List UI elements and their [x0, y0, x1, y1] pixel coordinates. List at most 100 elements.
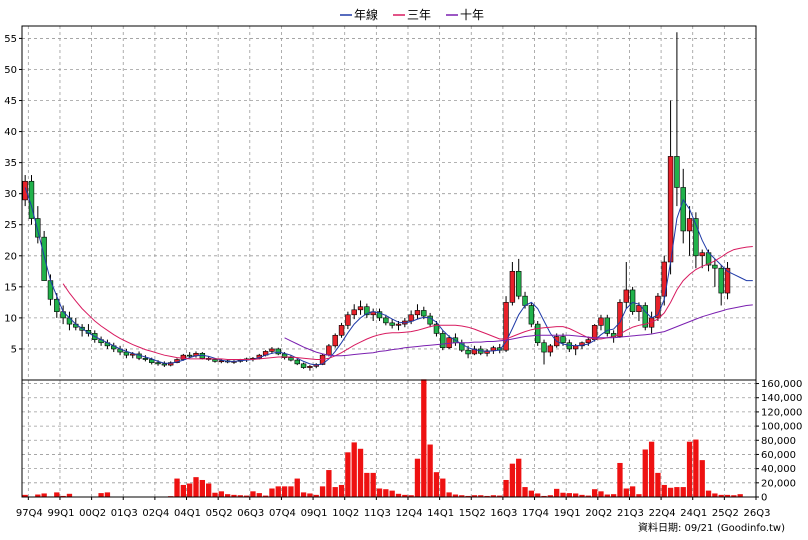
price-tick-label: 45	[4, 96, 17, 107]
chart-legend: 年線 三年 十年	[340, 7, 484, 22]
volume-bar	[41, 493, 47, 497]
candle-body	[149, 359, 155, 363]
volume-bar	[98, 493, 104, 497]
price-axis-ticks: 5 10 15 20 25 30 35 40 45 50 55	[4, 34, 22, 355]
price-tick-label: 25	[4, 220, 17, 231]
candle-body	[383, 317, 389, 324]
volume-bar	[465, 495, 471, 497]
volume-bar	[737, 494, 743, 497]
volume-bar	[693, 439, 699, 497]
volume-bar	[357, 448, 364, 497]
candle-body	[693, 218, 699, 257]
candle-body	[364, 306, 370, 316]
volume-bar	[218, 491, 224, 497]
price-tick-label: 20	[4, 251, 17, 262]
candle-body	[376, 311, 383, 319]
candle-body	[686, 218, 693, 232]
time-tick-label: 12Q4	[395, 508, 422, 519]
time-tick-label: 20Q2	[585, 508, 612, 519]
candle-body	[22, 180, 28, 201]
candle-body	[541, 342, 547, 353]
time-tick-label: 00Q2	[79, 508, 106, 519]
volume-bar	[446, 492, 452, 497]
candle-body	[395, 323, 402, 326]
volume-bar	[262, 495, 269, 497]
time-tick-label: 22Q4	[649, 508, 676, 519]
volume-tick-label: 0	[761, 493, 767, 504]
volume-bar	[224, 494, 231, 497]
time-tick-label: 07Q4	[269, 508, 296, 519]
volume-bar	[275, 486, 281, 497]
volume-bar	[307, 493, 313, 497]
candle-body	[667, 156, 674, 263]
volume-tick-label: 60,000	[761, 450, 796, 461]
candle-body	[674, 156, 680, 188]
volume-bar	[35, 494, 41, 497]
volume-bar	[433, 472, 440, 497]
volume-bar	[642, 449, 648, 497]
volume-bar	[269, 488, 275, 497]
volume-bar	[237, 495, 243, 497]
volume-bar	[319, 486, 326, 497]
candle-body	[275, 348, 281, 355]
volume-bar	[579, 494, 585, 497]
time-tick-label: 15Q2	[459, 508, 486, 519]
candle-body	[389, 322, 395, 326]
volume-bar	[573, 493, 579, 497]
volume-bar	[522, 487, 528, 497]
time-tick-label: 01Q3	[111, 508, 138, 519]
volume-bar	[22, 494, 28, 497]
candle-body	[712, 264, 718, 269]
volume-bar	[509, 463, 516, 497]
time-tick-label: 16Q3	[490, 508, 517, 519]
time-tick-label: 99Q1	[47, 508, 74, 519]
volume-bar	[648, 441, 655, 497]
price-tick-label: 15	[4, 282, 17, 293]
candle-body	[433, 323, 440, 334]
volume-bar	[383, 489, 389, 497]
candle-body	[41, 236, 47, 281]
candle-body	[54, 298, 60, 312]
volume-bar	[212, 492, 218, 497]
volume-bar	[629, 486, 636, 497]
volume-bar	[497, 495, 503, 497]
volume-bar	[604, 494, 610, 497]
time-tick-label: 24Q1	[680, 508, 707, 519]
candle-body	[516, 271, 522, 297]
volume-bar	[636, 494, 642, 497]
volume-bar	[231, 494, 237, 497]
volume-bar	[459, 495, 465, 497]
volume-bar	[421, 379, 427, 497]
candle-body	[300, 363, 307, 368]
candle-body	[629, 289, 636, 312]
legend-label-2: 十年	[460, 8, 484, 22]
candle-body	[680, 187, 686, 232]
candle-body	[60, 311, 66, 319]
volume-bar	[206, 483, 212, 497]
candle-body	[560, 336, 566, 344]
candle-body	[655, 295, 661, 319]
price-tick-label: 5	[11, 344, 17, 355]
volume-bar	[174, 478, 180, 497]
ma_year-line	[24, 187, 753, 366]
volume-bar	[364, 472, 370, 497]
candle-body	[307, 366, 313, 368]
time-tick-label: 21Q3	[617, 508, 644, 519]
candle-body	[465, 349, 471, 355]
volume-bar	[326, 470, 332, 497]
candle-body	[186, 354, 193, 357]
volume-bar	[503, 479, 509, 497]
volume-bar	[610, 494, 617, 497]
volume-bar	[617, 462, 623, 497]
volume-bar	[440, 478, 446, 497]
candle-body	[212, 359, 218, 362]
volume-bar	[60, 495, 66, 497]
volume-bar	[402, 494, 408, 497]
time-tick-label: 06Q3	[237, 508, 264, 519]
volume-bar	[256, 493, 262, 497]
volume-bar	[395, 493, 402, 497]
price-tick-label: 50	[4, 65, 17, 76]
candle-body	[351, 309, 357, 316]
candle-body	[724, 267, 731, 294]
